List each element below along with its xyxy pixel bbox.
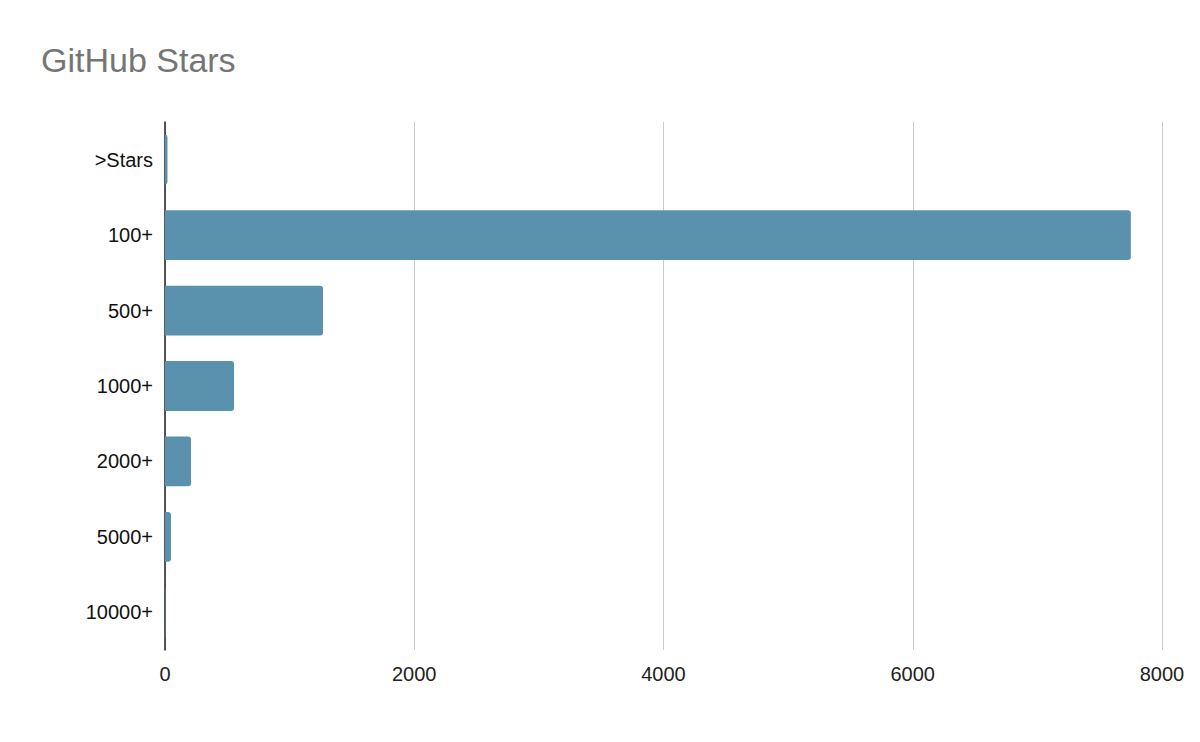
svg-text:1000+: 1000+	[97, 375, 153, 397]
svg-text:100+: 100+	[108, 224, 153, 246]
svg-text:2000: 2000	[392, 663, 437, 685]
svg-text:4000: 4000	[641, 663, 686, 685]
svg-text:6000: 6000	[891, 663, 936, 685]
svg-text:500+: 500+	[108, 300, 153, 322]
svg-text:0: 0	[159, 663, 170, 685]
svg-text:10000+: 10000+	[86, 601, 153, 623]
svg-text:>Stars: >Stars	[95, 149, 153, 171]
svg-text:GitHub Stars: GitHub Stars	[41, 41, 236, 79]
svg-text:8000: 8000	[1140, 663, 1185, 685]
svg-text:5000+: 5000+	[97, 526, 153, 548]
svg-text:2000+: 2000+	[97, 450, 153, 472]
